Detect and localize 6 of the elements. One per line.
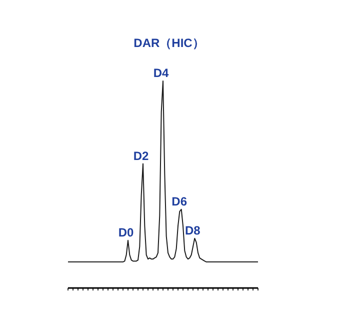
annotation: D2 [133, 148, 149, 163]
annotation: D0 [118, 225, 134, 240]
annotation: D6 [172, 194, 188, 208]
chart-title: DAR（HIC） [134, 36, 204, 50]
annotation: D8 [184, 223, 201, 238]
text: D4 [153, 66, 169, 80]
